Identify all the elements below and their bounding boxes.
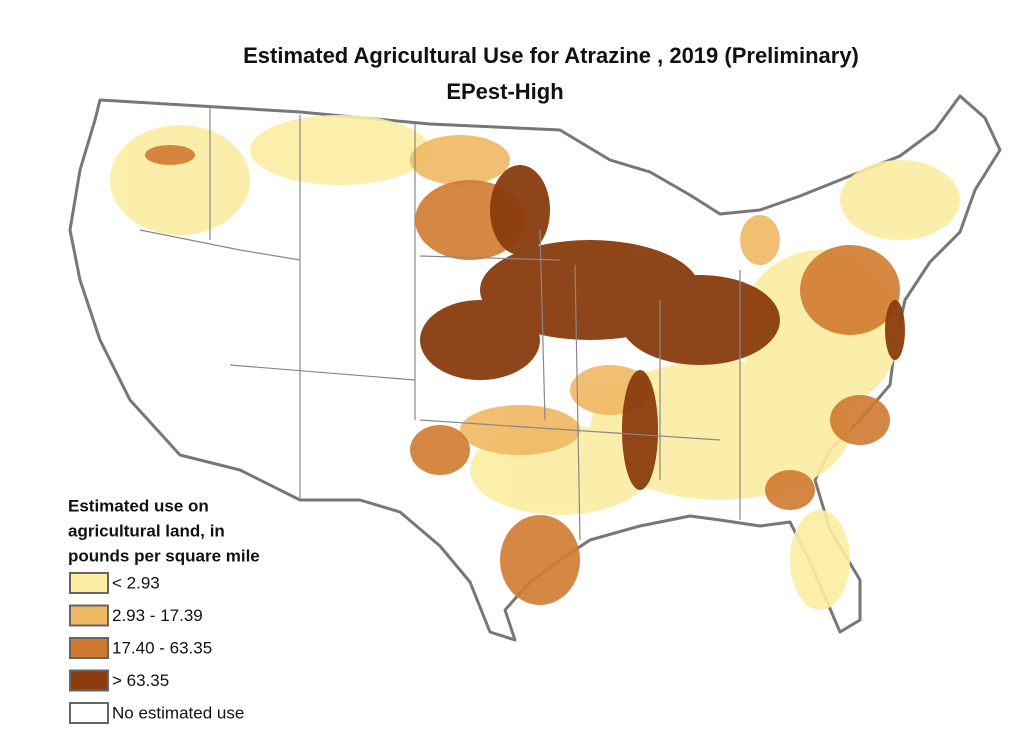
legend-label: > 63.35	[112, 671, 169, 690]
legend-label: No estimated use	[112, 703, 244, 722]
legend-label: 2.93 - 17.39	[112, 606, 203, 625]
state-borders	[139, 105, 741, 541]
map-title: Estimated Agricultural Use for Atrazine …	[243, 43, 859, 68]
legend-label: 17.40 - 63.35	[112, 638, 212, 657]
legend-swatch	[69, 572, 109, 594]
map-area	[68, 94, 1002, 642]
legend-swatch	[69, 604, 109, 627]
legend-swatch	[69, 669, 109, 692]
legend: Estimated use on agricultural land, in pou…	[68, 496, 260, 724]
legend-swatch	[69, 702, 109, 724]
legend-swatch	[69, 637, 109, 659]
legend-title: pounds per square mile	[68, 546, 260, 565]
medium-use-areas	[410, 135, 780, 455]
map-subtitle: EPest-High	[446, 79, 563, 104]
legend-title: Estimated use on	[68, 496, 209, 515]
legend-title: agricultural land, in	[68, 521, 225, 540]
legend-label: < 2.93	[112, 573, 160, 592]
